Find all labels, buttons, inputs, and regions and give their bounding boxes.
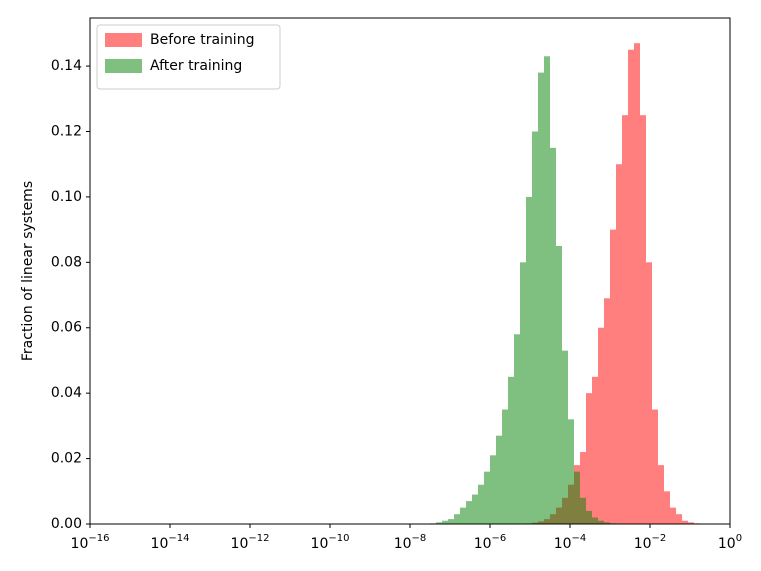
- bar: [562, 350, 569, 524]
- y-tick-label: 0.06: [51, 320, 82, 336]
- x-tick-label: 10−12: [231, 533, 270, 552]
- bar: [603, 522, 610, 524]
- y-tick-label: 0.00: [51, 516, 82, 532]
- x-tick-label: 10−8: [394, 533, 427, 552]
- y-tick-label: 0.02: [51, 451, 82, 467]
- bar: [454, 514, 460, 524]
- bar: [651, 409, 659, 524]
- bar: [598, 520, 604, 524]
- legend-label: After training: [150, 58, 242, 74]
- bar: [591, 376, 599, 524]
- x-tick-label: 10−14: [151, 533, 190, 552]
- bar: [525, 196, 532, 524]
- bar: [544, 56, 550, 524]
- legend-swatch: [105, 59, 142, 73]
- x-tick-label: 100: [718, 533, 742, 552]
- bar: [627, 49, 634, 525]
- bar: [586, 510, 592, 524]
- y-tick-label: 0.10: [51, 189, 82, 205]
- bar: [538, 72, 545, 524]
- bar: [610, 229, 617, 525]
- bar: [478, 484, 484, 524]
- bar: [549, 147, 557, 525]
- y-tick-label: 0.04: [51, 385, 82, 401]
- bar: [568, 419, 575, 524]
- bar: [639, 115, 646, 524]
- y-tick-label: 0.12: [51, 123, 82, 139]
- x-tick-label: 10−10: [311, 533, 350, 552]
- bar: [676, 514, 683, 524]
- bar: [507, 376, 514, 524]
- x-tick-label: 10−6: [474, 533, 507, 552]
- bar: [682, 520, 689, 524]
- bar: [490, 455, 497, 524]
- bar: [603, 298, 610, 524]
- bar: [579, 497, 587, 524]
- y-tick-label: 0.14: [51, 58, 82, 74]
- bar: [466, 501, 472, 524]
- bar: [436, 522, 443, 524]
- bar: [513, 334, 520, 524]
- bar: [664, 491, 670, 524]
- bar: [598, 327, 604, 524]
- bar: [442, 520, 449, 524]
- bar: [496, 435, 502, 524]
- bar: [448, 519, 455, 524]
- bar: [633, 43, 640, 525]
- legend-label: Before training: [150, 32, 254, 48]
- bar: [556, 245, 563, 524]
- bar: [621, 115, 628, 524]
- legend-box: [96, 24, 281, 90]
- bar: [591, 517, 599, 524]
- bar: [586, 393, 592, 524]
- bar: [519, 262, 526, 524]
- bar: [483, 471, 490, 524]
- bar: [669, 507, 677, 524]
- bar: [688, 522, 695, 524]
- bar: [616, 164, 622, 524]
- bar: [645, 262, 652, 524]
- bar: [501, 409, 508, 524]
- bar: [574, 471, 580, 524]
- bar: [459, 507, 467, 524]
- y-tick-label: 0.08: [51, 254, 82, 270]
- x-tick-label: 10−2: [634, 533, 667, 552]
- x-tick-label: 10−4: [554, 533, 587, 552]
- y-axis-label: Fraction of linear systems: [20, 181, 36, 361]
- legend-swatch: [105, 33, 142, 47]
- bar: [579, 452, 587, 524]
- bar: [658, 465, 665, 524]
- bar: [531, 131, 539, 524]
- bar: [471, 494, 479, 524]
- x-tick-label: 10−16: [71, 533, 110, 552]
